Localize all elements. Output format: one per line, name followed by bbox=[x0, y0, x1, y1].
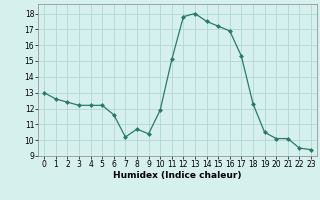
X-axis label: Humidex (Indice chaleur): Humidex (Indice chaleur) bbox=[113, 171, 242, 180]
